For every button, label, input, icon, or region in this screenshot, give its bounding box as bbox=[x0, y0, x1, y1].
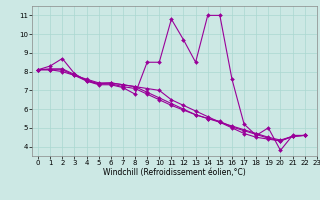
X-axis label: Windchill (Refroidissement éolien,°C): Windchill (Refroidissement éolien,°C) bbox=[103, 168, 246, 177]
